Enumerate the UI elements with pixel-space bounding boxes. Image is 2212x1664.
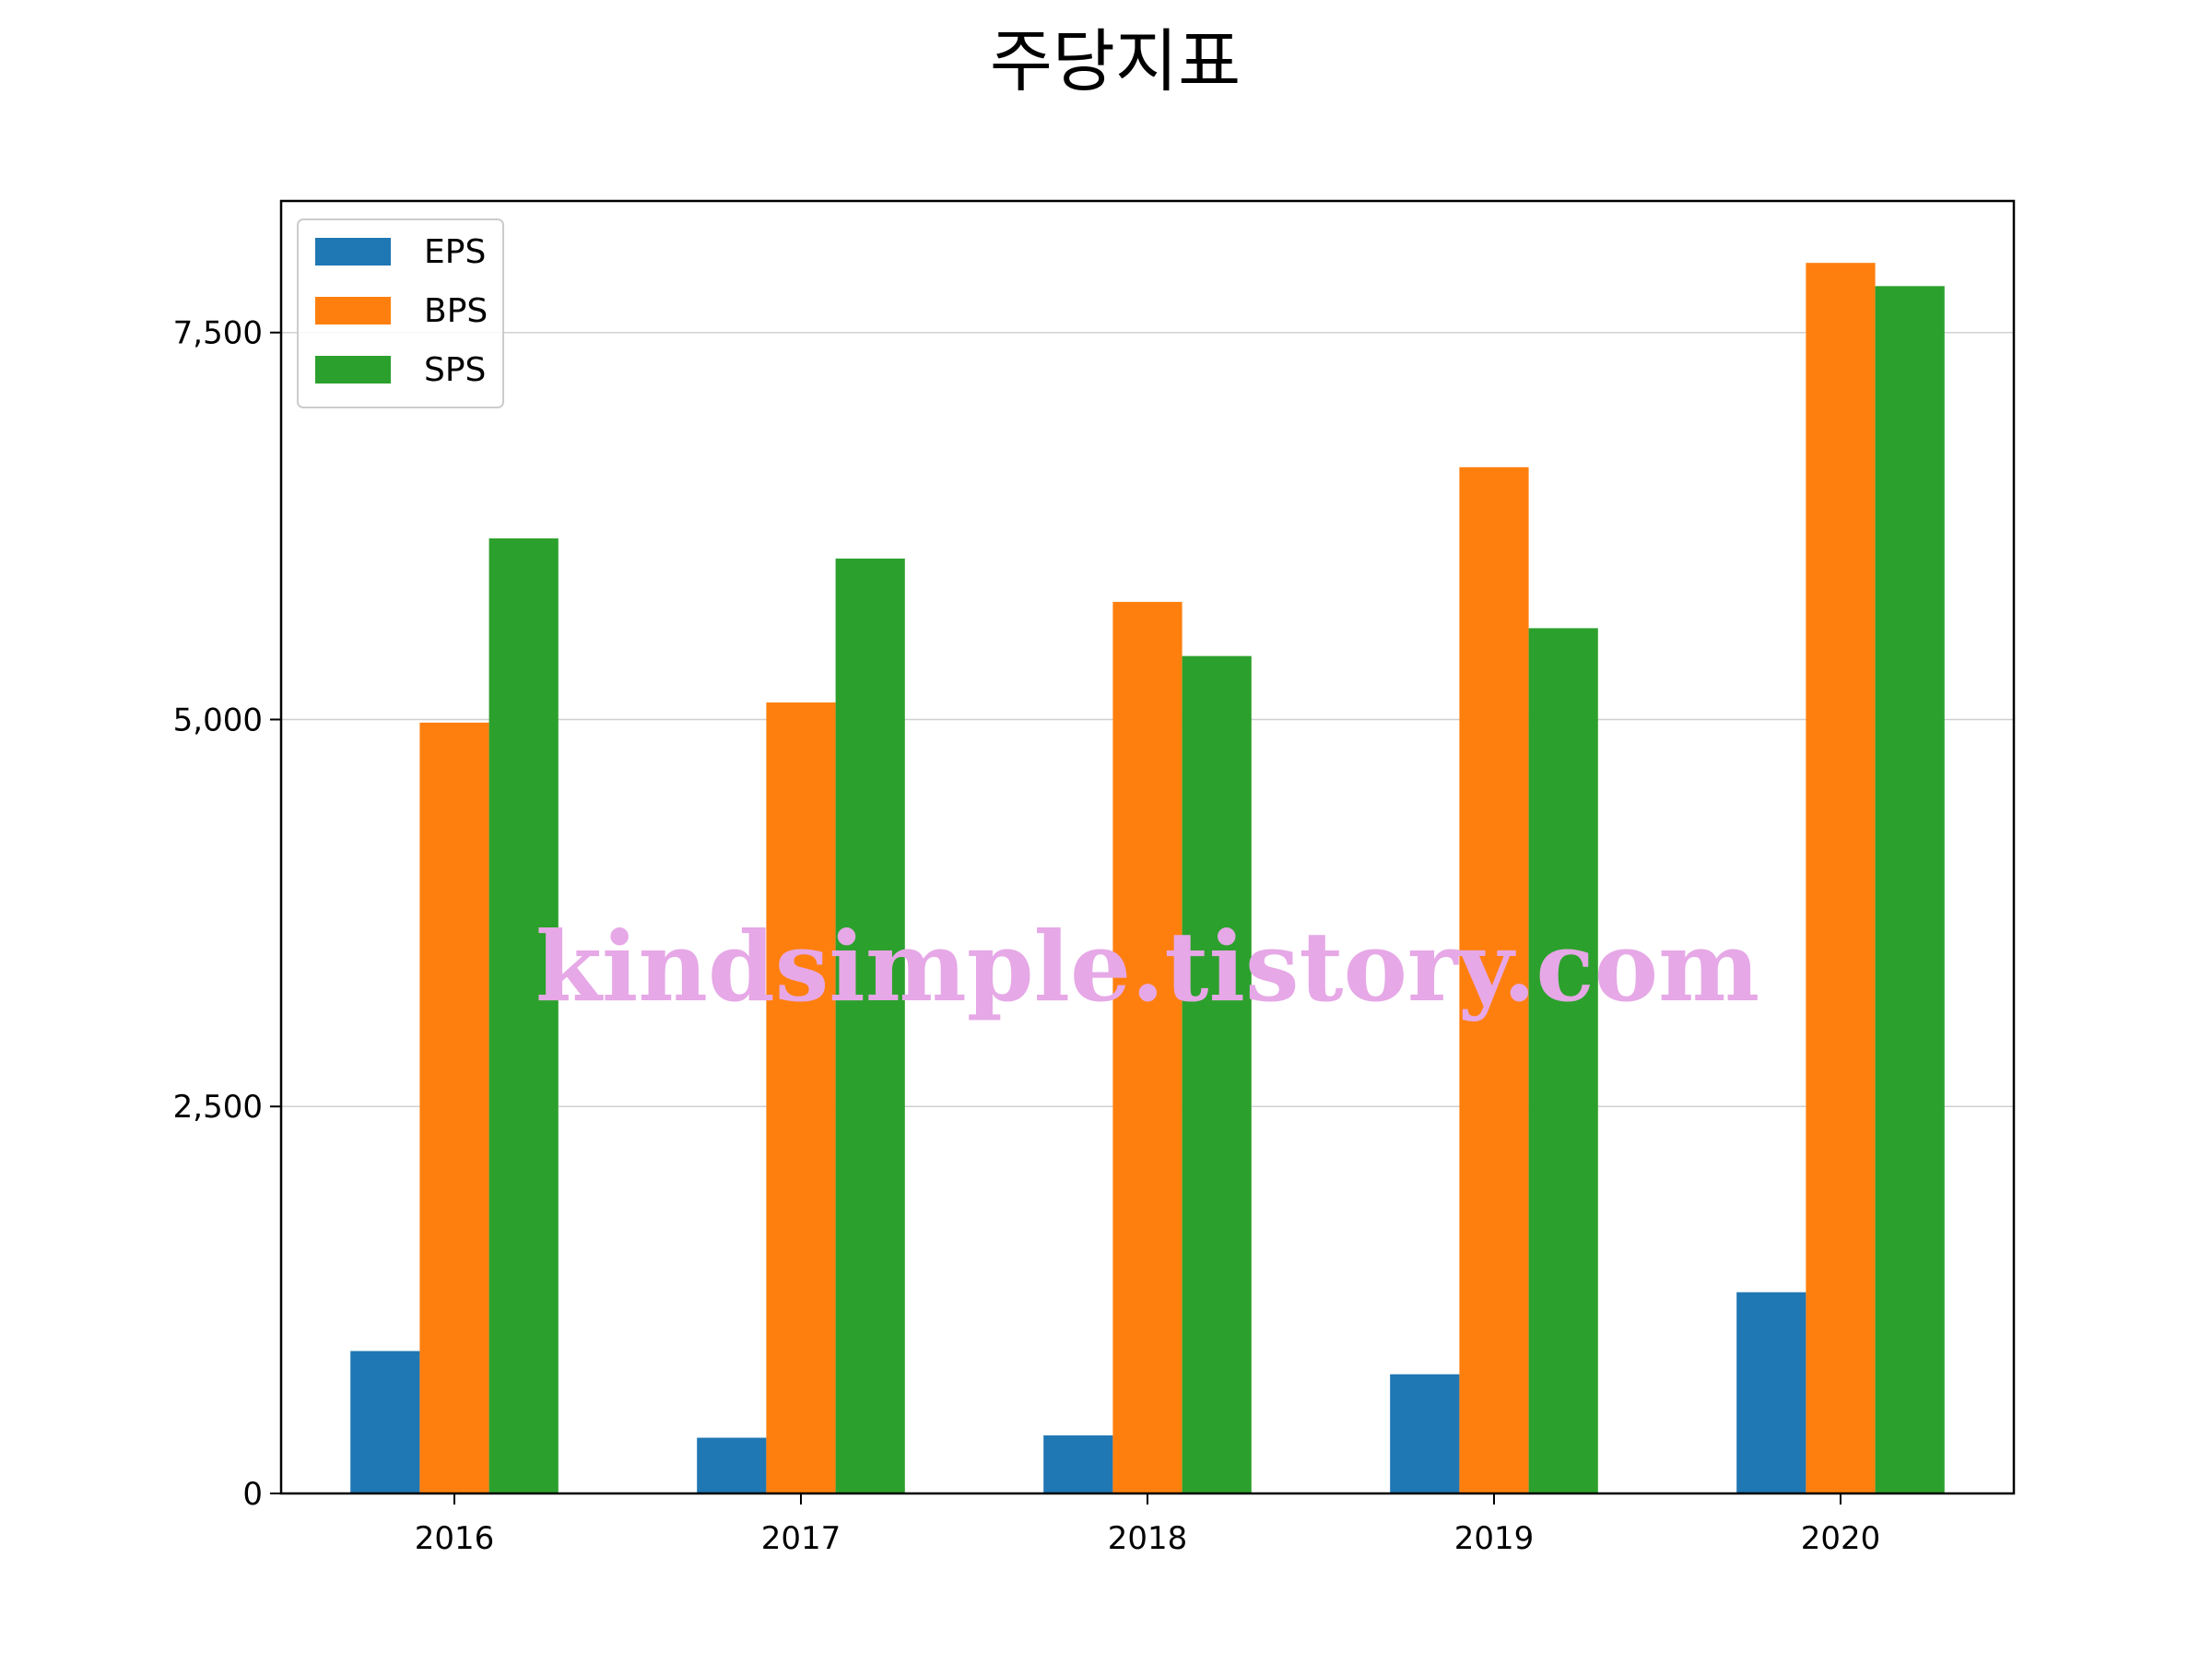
y-tick-label: 5,000 [173, 702, 263, 738]
legend-label-eps: EPS [424, 233, 486, 271]
bar-bps-2019 [1459, 466, 1529, 1494]
legend-label-sps: SPS [424, 351, 486, 389]
legend-swatch-sps [315, 356, 391, 384]
y-tick-label: 0 [242, 1476, 263, 1513]
bar-eps-2016 [350, 1351, 420, 1493]
legend-swatch-bps [315, 297, 391, 325]
bar-eps-2017 [697, 1437, 767, 1493]
bar-bps-2016 [419, 722, 489, 1493]
legend-swatch-eps [315, 238, 391, 266]
bar-bps-2017 [766, 702, 836, 1493]
x-tick-label: 2019 [1454, 1520, 1535, 1557]
bar-sps-2017 [835, 558, 905, 1493]
bar-sps-2020 [1875, 286, 1945, 1494]
bar-eps-2020 [1736, 1292, 1806, 1493]
legend-label-bps: BPS [424, 292, 488, 330]
bar-eps-2019 [1390, 1374, 1460, 1493]
bars [350, 263, 1945, 1494]
x-tick-label: 2016 [415, 1520, 495, 1557]
watermark-text: kindsimple.tistory.com [535, 910, 1759, 1023]
bar-bps-2020 [1806, 263, 1876, 1494]
x-tick-label: 2017 [761, 1520, 841, 1557]
bar-sps-2019 [1528, 628, 1598, 1493]
bar-bps-2018 [1112, 601, 1182, 1493]
bar-sps-2016 [488, 538, 559, 1493]
y-axis: 0 2,500 5,000 7,500 [173, 315, 281, 1513]
x-tick-label: 2018 [1108, 1520, 1188, 1557]
x-tick-label: 2020 [1801, 1520, 1881, 1557]
x-axis: 2016 2017 2018 2019 2020 [415, 1493, 1881, 1557]
chart-title: 주당지표 [990, 22, 1241, 101]
y-tick-label: 2,500 [173, 1089, 263, 1126]
y-tick-label: 7,500 [173, 315, 263, 352]
bar-eps-2018 [1043, 1435, 1113, 1493]
legend: EPS BPS SPS [297, 218, 504, 408]
bar-sps-2018 [1182, 655, 1252, 1493]
